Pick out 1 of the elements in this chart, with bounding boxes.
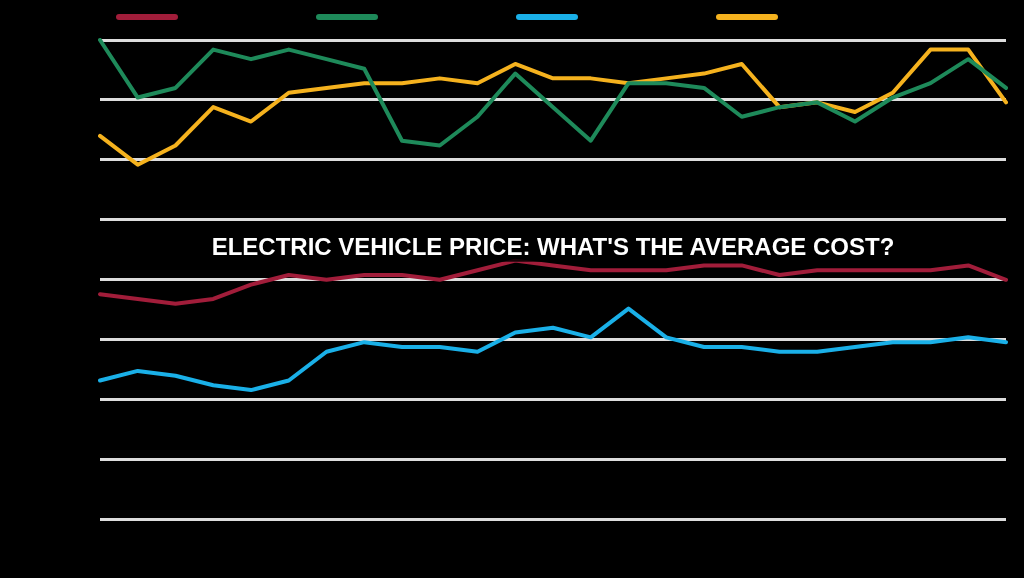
text: ELECTRIC VEHICLE PRICE: WHAT'S THE AVERAGE COST? — [211, 233, 895, 261]
